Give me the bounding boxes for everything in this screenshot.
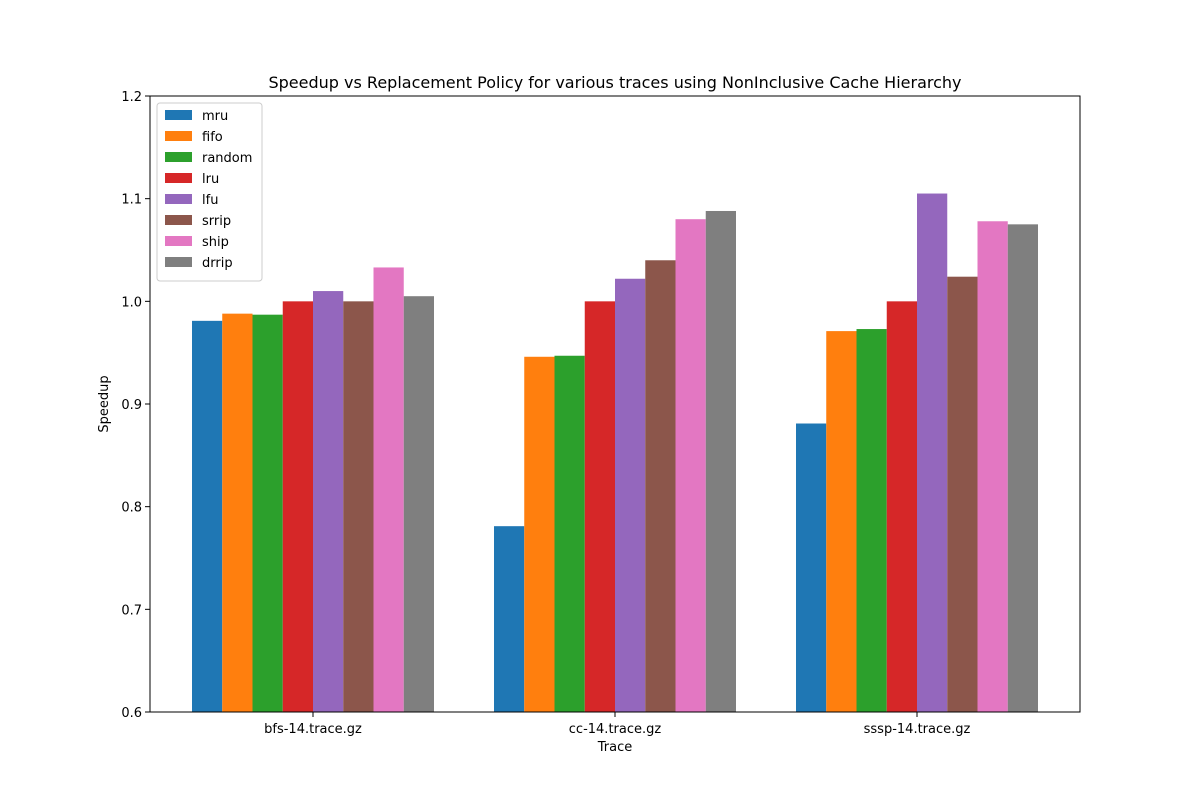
bar-mru-0 [192,320,223,712]
bar-srrip-2 [947,276,978,712]
bar-random-2 [856,329,887,712]
legend-label-lfu: lfu [202,193,218,208]
y-axis-label: Speedup [97,375,112,432]
y-tick-label-2: 0.8 [121,501,142,516]
x-tick-label-2: sssp-14.trace.gz [864,722,971,737]
bar-fifo-1 [524,356,555,712]
y-tick-label-6: 1.2 [121,90,142,105]
legend-label-mru: mru [202,109,228,124]
bar-srrip-1 [645,260,676,712]
x-axis-label: Trace [597,740,633,755]
bar-srrip-0 [343,301,374,712]
bar-lfu-1 [615,278,646,712]
bar-ship-1 [675,219,706,712]
x-axis: bfs-14.trace.gz cc-14.trace.gz sssp-14.tra… [264,712,971,737]
y-tick-label-3: 0.9 [121,398,142,413]
x-tick-label-0: bfs-14.trace.gz [264,722,362,737]
y-tick-label-5: 1.1 [121,193,142,208]
legend-swatch-ship [165,236,192,246]
legend-swatch-lfu [165,194,192,204]
legend-swatch-srrip [165,215,192,225]
bar-mru-1 [494,526,525,712]
bars-group [192,193,1038,713]
y-axis: 0.6 0.7 0.8 0.9 1.0 1.1 1.2 [121,90,150,721]
chart-title: Speedup vs Replacement Policy for variou… [268,73,961,92]
legend-label-fifo: fifo [202,130,223,145]
bar-drrip-1 [705,210,736,712]
bar-lru-1 [584,301,615,712]
bar-ship-0 [373,267,404,712]
bar-ship-2 [977,221,1008,712]
legend-label-drrip: drrip [202,256,233,271]
bar-lfu-2 [917,193,948,713]
legend-swatch-drrip [165,257,192,267]
bar-lru-0 [282,301,313,712]
bar-fifo-2 [826,331,857,712]
bar-lru-2 [886,301,917,712]
legend: mru fifo random lru lfu srrip ship drrip [156,102,263,282]
bar-drrip-0 [403,296,434,712]
legend-swatch-lru [165,173,192,183]
y-tick-label-0: 0.6 [121,706,142,721]
legend-swatch-mru [165,110,192,120]
bar-fifo-0 [222,313,253,712]
bar-random-0 [252,314,283,712]
legend-swatch-random [165,152,192,162]
legend-label-ship: ship [202,235,229,250]
y-tick-label-4: 1.0 [121,295,142,310]
legend-label-lru: lru [202,172,219,187]
bar-random-1 [554,355,585,712]
y-tick-label-1: 0.7 [121,603,142,618]
bar-mru-2 [796,423,827,712]
bar-drrip-2 [1007,224,1038,713]
legend-label-srrip: srrip [202,214,231,229]
x-tick-label-1: cc-14.trace.gz [569,722,662,737]
legend-swatch-fifo [165,131,192,141]
legend-label-random: random [202,151,252,166]
bar-lfu-0 [313,291,344,712]
